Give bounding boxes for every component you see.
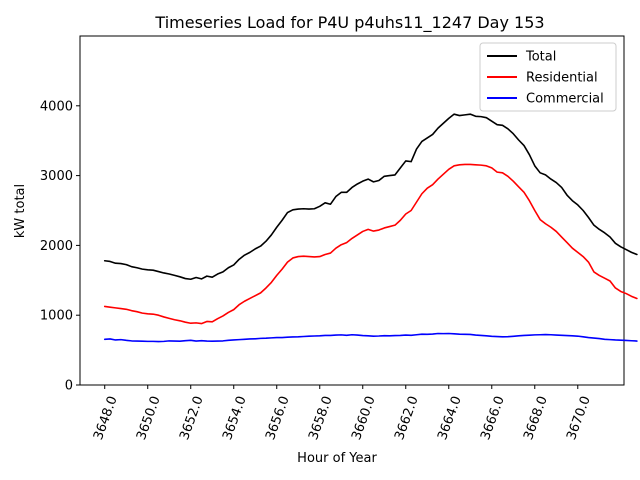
y-axis: 0 1000 2000 3000 4000 [40, 99, 80, 394]
legend-label-residential: Residential [526, 71, 598, 86]
chart-title: Timeseries Load for P4U p4uhs11_1247 Day… [154, 13, 544, 33]
legend-label-commercial: Commercial [526, 92, 604, 107]
x-axis-label: Hour of Year [297, 451, 377, 466]
legend-box [479, 42, 617, 112]
y-tick-label: 2000 [40, 239, 73, 254]
legend-label-total: Total [525, 50, 556, 65]
series-layer [103, 113, 638, 343]
y-tick-label: 3000 [40, 169, 73, 184]
series-line-commercial [103, 332, 638, 343]
series-line-total [103, 113, 638, 281]
plot-area [79, 35, 625, 386]
plot-frame [79, 35, 625, 386]
y-tick-label: 0 [65, 379, 73, 394]
legend: Total Residential Commercial [479, 42, 617, 112]
series-line-residential [103, 163, 638, 325]
y-axis-label: kW total [13, 184, 28, 238]
y-tick-label: 4000 [40, 99, 73, 114]
y-tick-label: 1000 [40, 309, 73, 324]
